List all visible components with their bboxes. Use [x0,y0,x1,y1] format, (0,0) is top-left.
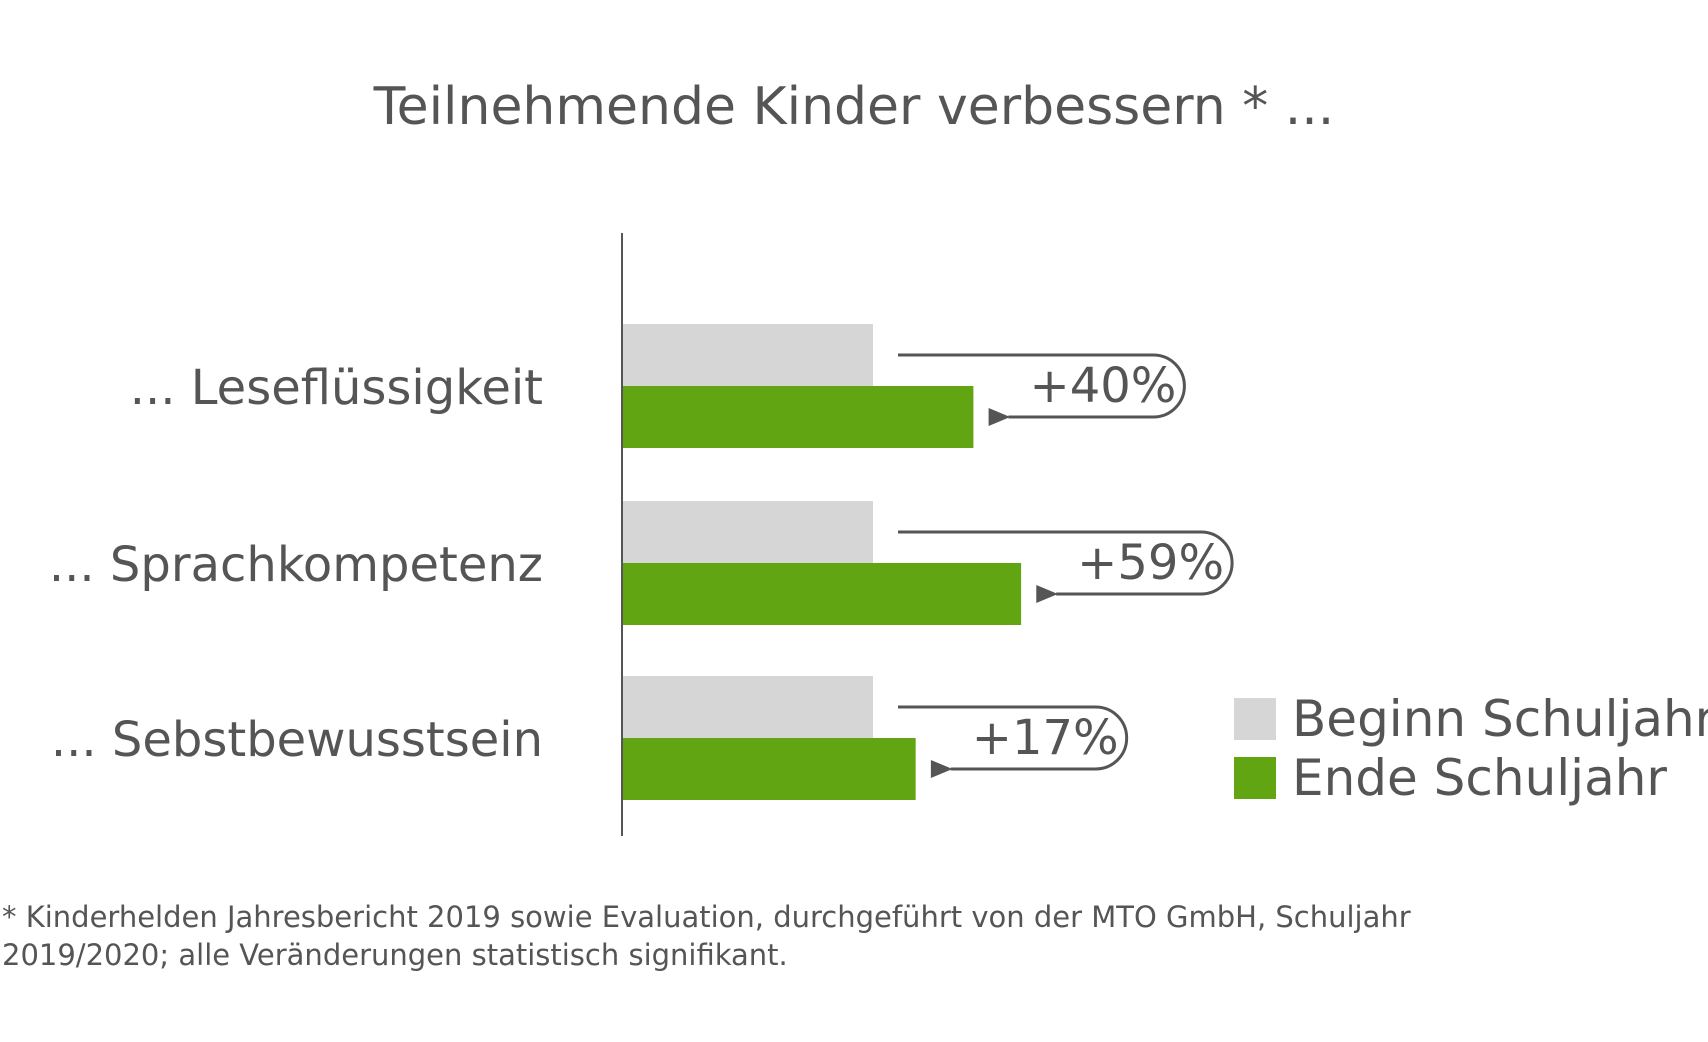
bars-layer [622,324,1022,800]
change-arrow-1 [898,530,1234,603]
change-label-0: +40% [1029,358,1176,414]
change-arrow-2 [898,705,1129,778]
category-labels: ... Leseflüssigkeit ... Sprachkompetenz..… [49,360,543,768]
bar-ende-2 [622,738,916,800]
bar-beginn-2 [622,676,873,738]
legend-swatch-1 [1234,757,1276,799]
legend-label-0: Beginn Schuljahr [1292,690,1708,748]
change-arrow-0 [898,353,1186,426]
bar-ende-1 [622,563,1022,625]
bar-beginn-1 [622,501,873,563]
change-annotations: +40% +59% +17% [898,353,1234,778]
legend-swatch-0 [1234,698,1276,740]
category-label-2: ... Sebstbewusstsein [51,712,543,768]
category-label-1: ... Sprachkompetenz [49,537,543,593]
footnote-line-1: * Kinderhelden Jahresbericht 2019 sowie … [2,900,1411,934]
footnote: * Kinderhelden Jahresbericht 2019 sowie … [2,898,1562,974]
change-label-2: +17% [972,710,1119,766]
category-label-0: ... Leseflüssigkeit [130,360,543,416]
legend-label-1: Ende Schuljahr [1292,749,1667,807]
bar-ende-0 [622,386,974,448]
bar-beginn-0 [622,324,873,386]
change-label-1: +59% [1077,535,1224,591]
footnote-line-2: 2019/2020; alle Veränderungen statistisc… [2,938,788,972]
chart-title: Teilnehmende Kinder verbessern * ... [373,77,1335,137]
